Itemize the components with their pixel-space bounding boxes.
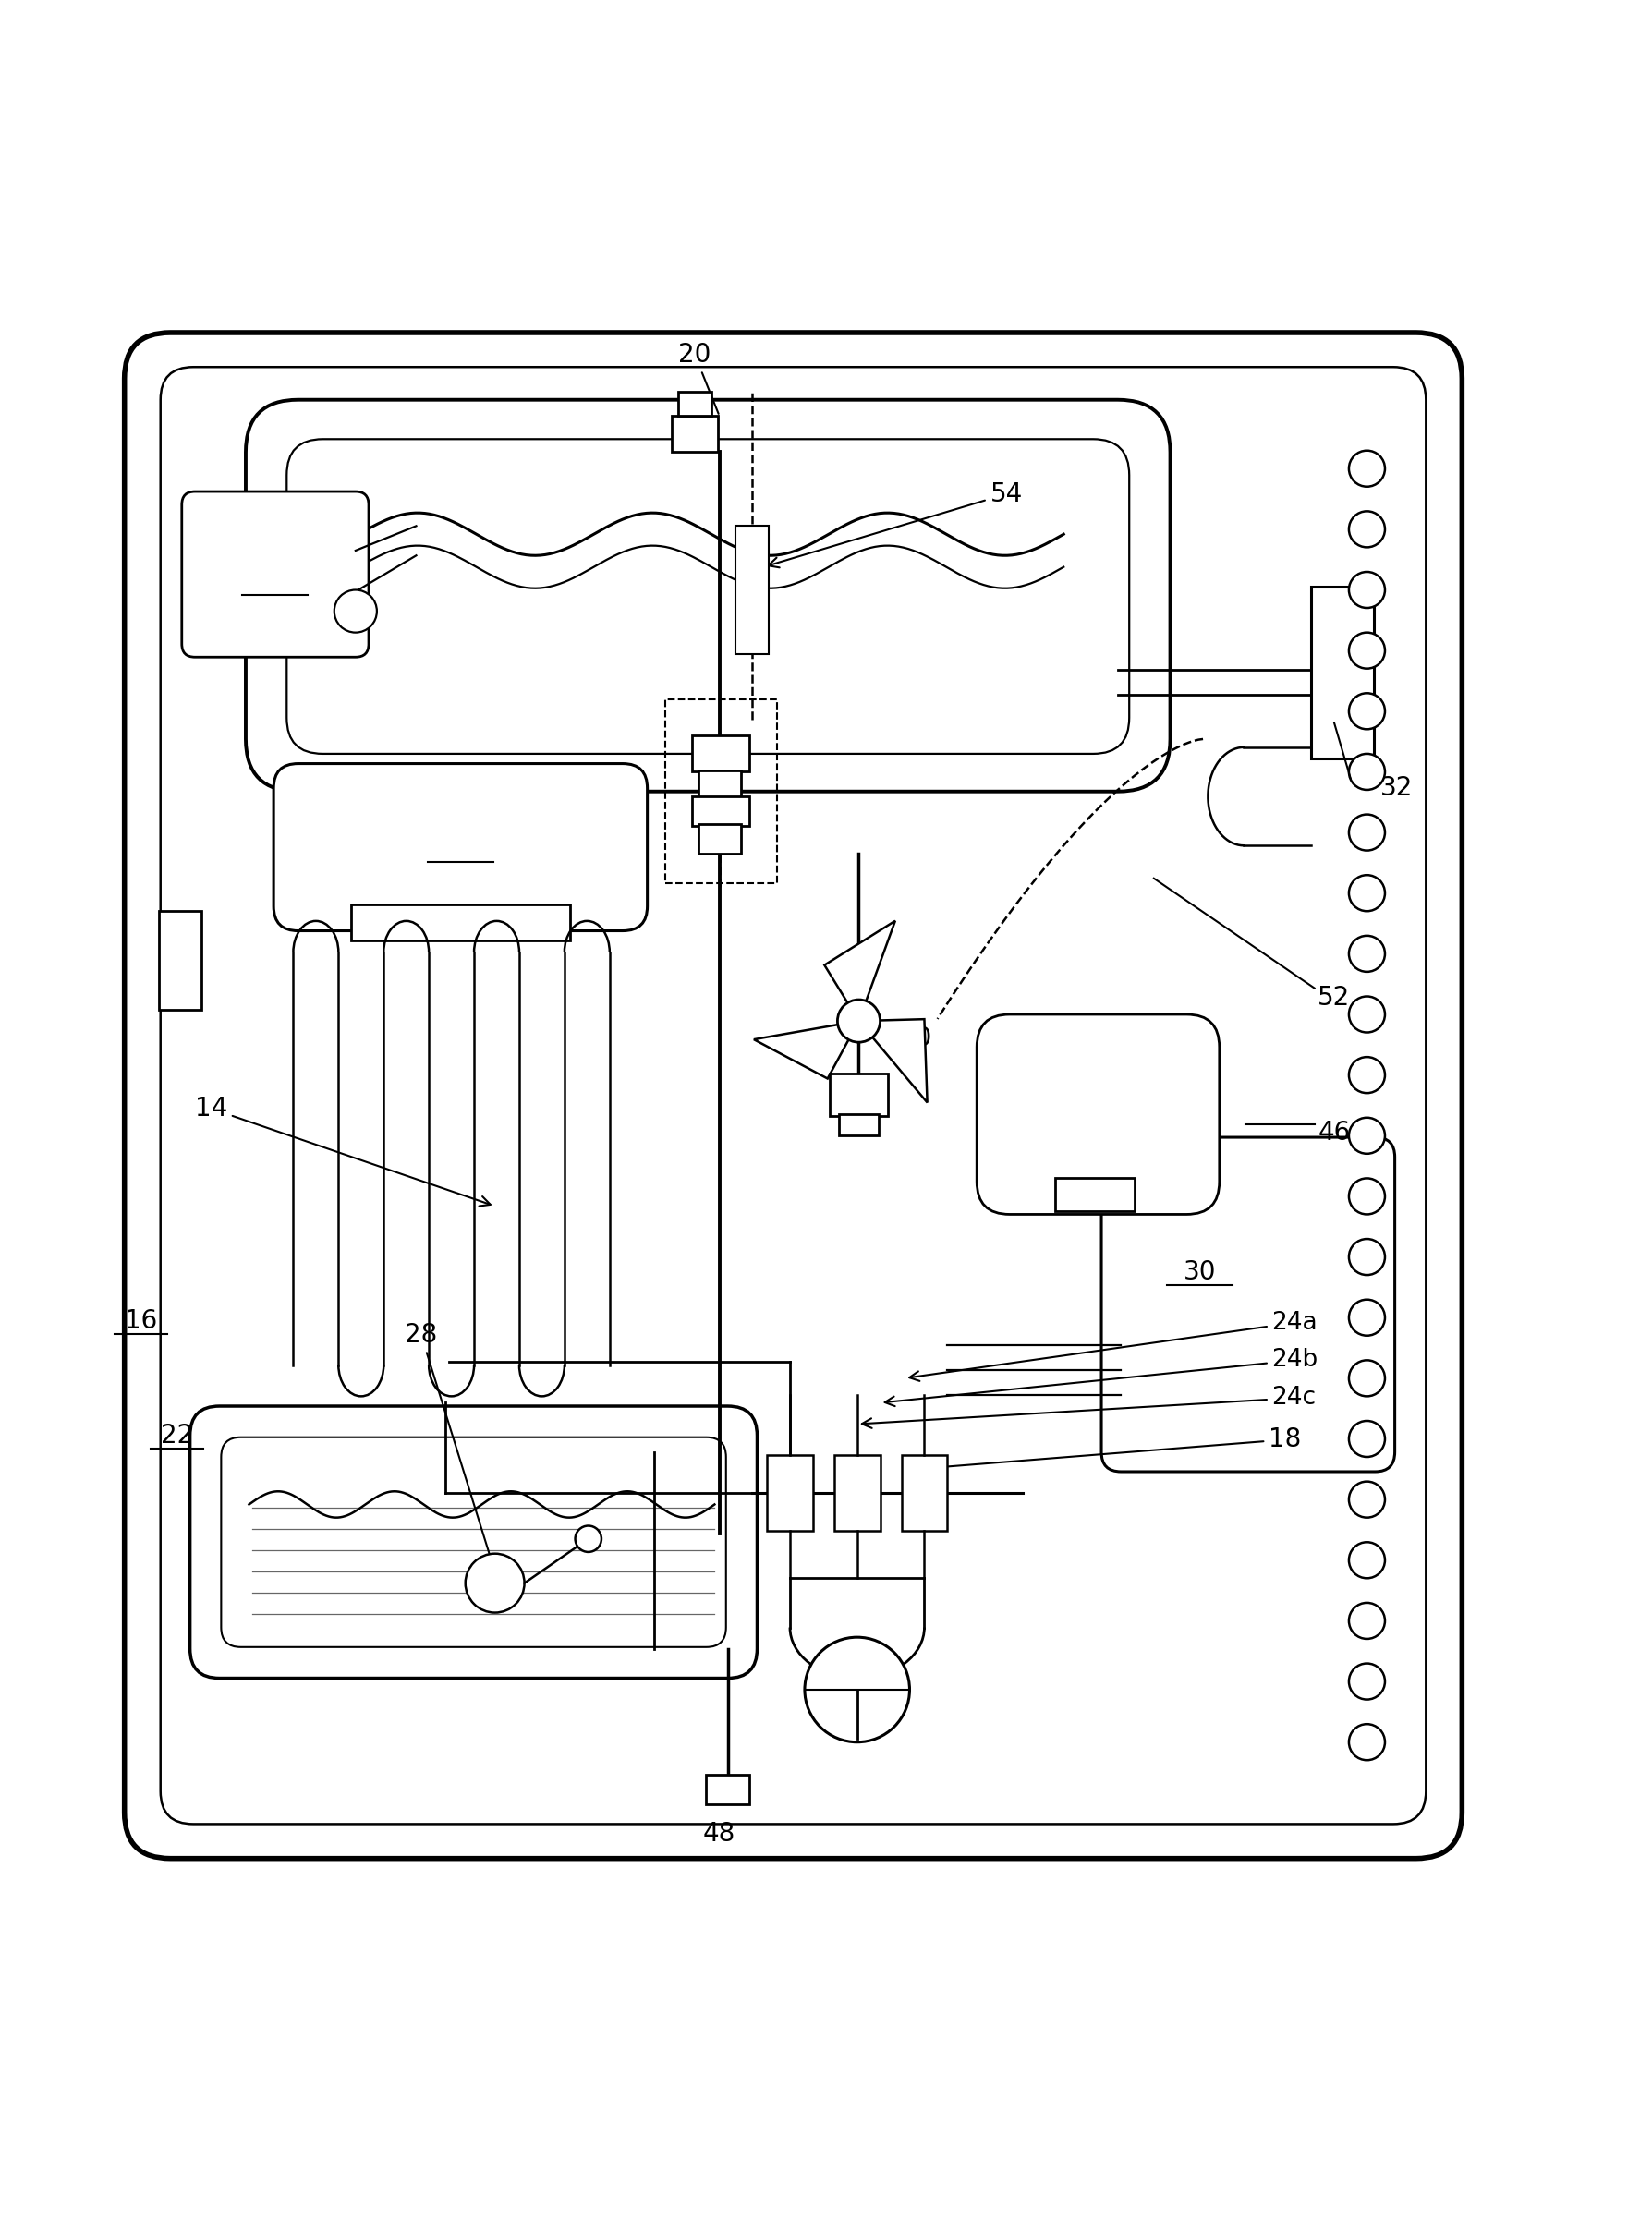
Circle shape <box>1350 935 1384 971</box>
Circle shape <box>1350 1178 1384 1214</box>
Text: 30: 30 <box>1183 1259 1216 1286</box>
Circle shape <box>1350 1118 1384 1154</box>
FancyBboxPatch shape <box>190 1406 757 1678</box>
Circle shape <box>805 1638 910 1743</box>
Text: 50: 50 <box>844 1024 932 1051</box>
Circle shape <box>1350 632 1384 670</box>
Circle shape <box>1350 451 1384 487</box>
Bar <box>839 1114 879 1136</box>
Text: 54: 54 <box>768 482 1023 567</box>
FancyBboxPatch shape <box>246 400 1170 792</box>
Text: 24a: 24a <box>909 1310 1318 1382</box>
Bar <box>829 1074 889 1116</box>
Circle shape <box>1350 1359 1384 1397</box>
Text: 56: 56 <box>259 565 291 591</box>
Circle shape <box>1350 1603 1384 1638</box>
Circle shape <box>1350 1542 1384 1578</box>
Text: 28: 28 <box>405 1321 496 1567</box>
Circle shape <box>1350 1422 1384 1457</box>
Bar <box>672 415 719 453</box>
Text: 24c: 24c <box>862 1386 1317 1428</box>
Polygon shape <box>753 1020 859 1078</box>
Bar <box>735 527 768 654</box>
Circle shape <box>1350 571 1384 607</box>
Circle shape <box>1350 1663 1384 1699</box>
Circle shape <box>1350 694 1384 730</box>
Circle shape <box>466 1553 524 1612</box>
Text: 14: 14 <box>195 1096 491 1205</box>
Circle shape <box>575 1527 601 1551</box>
Bar <box>666 699 776 884</box>
Bar <box>159 911 202 1009</box>
Bar <box>707 1774 748 1803</box>
Bar <box>699 770 740 799</box>
FancyBboxPatch shape <box>274 763 648 931</box>
Polygon shape <box>859 1020 927 1103</box>
Circle shape <box>1350 1482 1384 1518</box>
Bar <box>692 737 748 772</box>
Text: 12: 12 <box>444 837 477 862</box>
Bar <box>699 824 740 855</box>
Circle shape <box>1350 754 1384 790</box>
Text: 52: 52 <box>1318 984 1350 1011</box>
Circle shape <box>334 589 377 632</box>
Circle shape <box>1350 875 1384 911</box>
Circle shape <box>1350 511 1384 547</box>
Text: 16: 16 <box>124 1308 157 1335</box>
Circle shape <box>838 1000 881 1042</box>
FancyBboxPatch shape <box>182 491 368 656</box>
Bar <box>1312 587 1373 759</box>
Text: 48: 48 <box>704 1821 735 1846</box>
Text: 46: 46 <box>1318 1120 1350 1145</box>
Bar <box>692 797 748 826</box>
Polygon shape <box>824 922 895 1020</box>
Bar <box>834 1455 881 1531</box>
FancyBboxPatch shape <box>124 333 1462 1859</box>
Circle shape <box>1350 1723 1384 1761</box>
Text: 18: 18 <box>928 1426 1302 1473</box>
Circle shape <box>1350 1058 1384 1094</box>
FancyBboxPatch shape <box>976 1013 1219 1214</box>
Bar <box>767 1455 813 1531</box>
FancyBboxPatch shape <box>1102 1138 1394 1471</box>
Circle shape <box>1350 1299 1384 1335</box>
Text: 22: 22 <box>160 1422 193 1449</box>
Circle shape <box>1350 1239 1384 1274</box>
Bar <box>1056 1178 1135 1212</box>
Bar <box>350 904 570 940</box>
Bar <box>902 1455 947 1531</box>
Bar <box>679 391 712 415</box>
Text: 32: 32 <box>1379 775 1412 801</box>
Text: 24b: 24b <box>885 1348 1318 1406</box>
Circle shape <box>1350 995 1384 1033</box>
Circle shape <box>1350 815 1384 850</box>
Text: 20: 20 <box>679 341 719 413</box>
